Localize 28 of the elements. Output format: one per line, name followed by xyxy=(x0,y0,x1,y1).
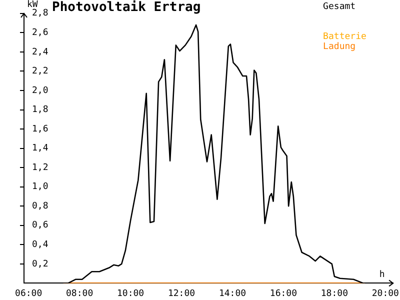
text: Ladung xyxy=(323,42,356,52)
y-tick-label: 1,4 xyxy=(32,144,48,154)
y-tick-label: 1,8 xyxy=(32,105,48,116)
y-tick-label: 1,6 xyxy=(32,124,48,134)
x-tick-label: 20:00 xyxy=(372,288,399,299)
x-axis-title: h xyxy=(379,270,385,280)
text: Gesamt xyxy=(323,2,356,12)
x-tick-label: 10:00 xyxy=(116,288,144,299)
x-tick-label: 06:00 xyxy=(15,288,42,299)
y-tick-label: 2,2 xyxy=(32,66,48,77)
x-tick-label: 16:00 xyxy=(270,288,298,299)
y-tick-label: 2,6 xyxy=(32,28,48,38)
y-tick-label: 1,0 xyxy=(32,182,48,192)
y-tick-label: 0,6 xyxy=(32,220,48,231)
y-tick-label: 0,4 xyxy=(32,240,48,250)
y-tick-label: 2,4 xyxy=(32,47,48,58)
y-axis-title: kW xyxy=(27,0,38,10)
chart-title: Photovoltaik Ertrag xyxy=(52,0,201,15)
x-tick-label: 18:00 xyxy=(320,288,348,299)
y-tick-label: 0,8 xyxy=(32,201,48,212)
x-tick-label: 08:00 xyxy=(66,288,94,299)
y-tick-label: 0,2 xyxy=(32,259,48,270)
y-tick-label: 1,2 xyxy=(32,162,48,173)
x-tick-label: 12:00 xyxy=(168,288,196,299)
y-tick-label: 2,8 xyxy=(32,8,48,19)
y-tick-label: 2,0 xyxy=(32,86,48,96)
legend-label: Batterie xyxy=(323,32,366,42)
x-tick-label: 14:00 xyxy=(218,288,246,299)
